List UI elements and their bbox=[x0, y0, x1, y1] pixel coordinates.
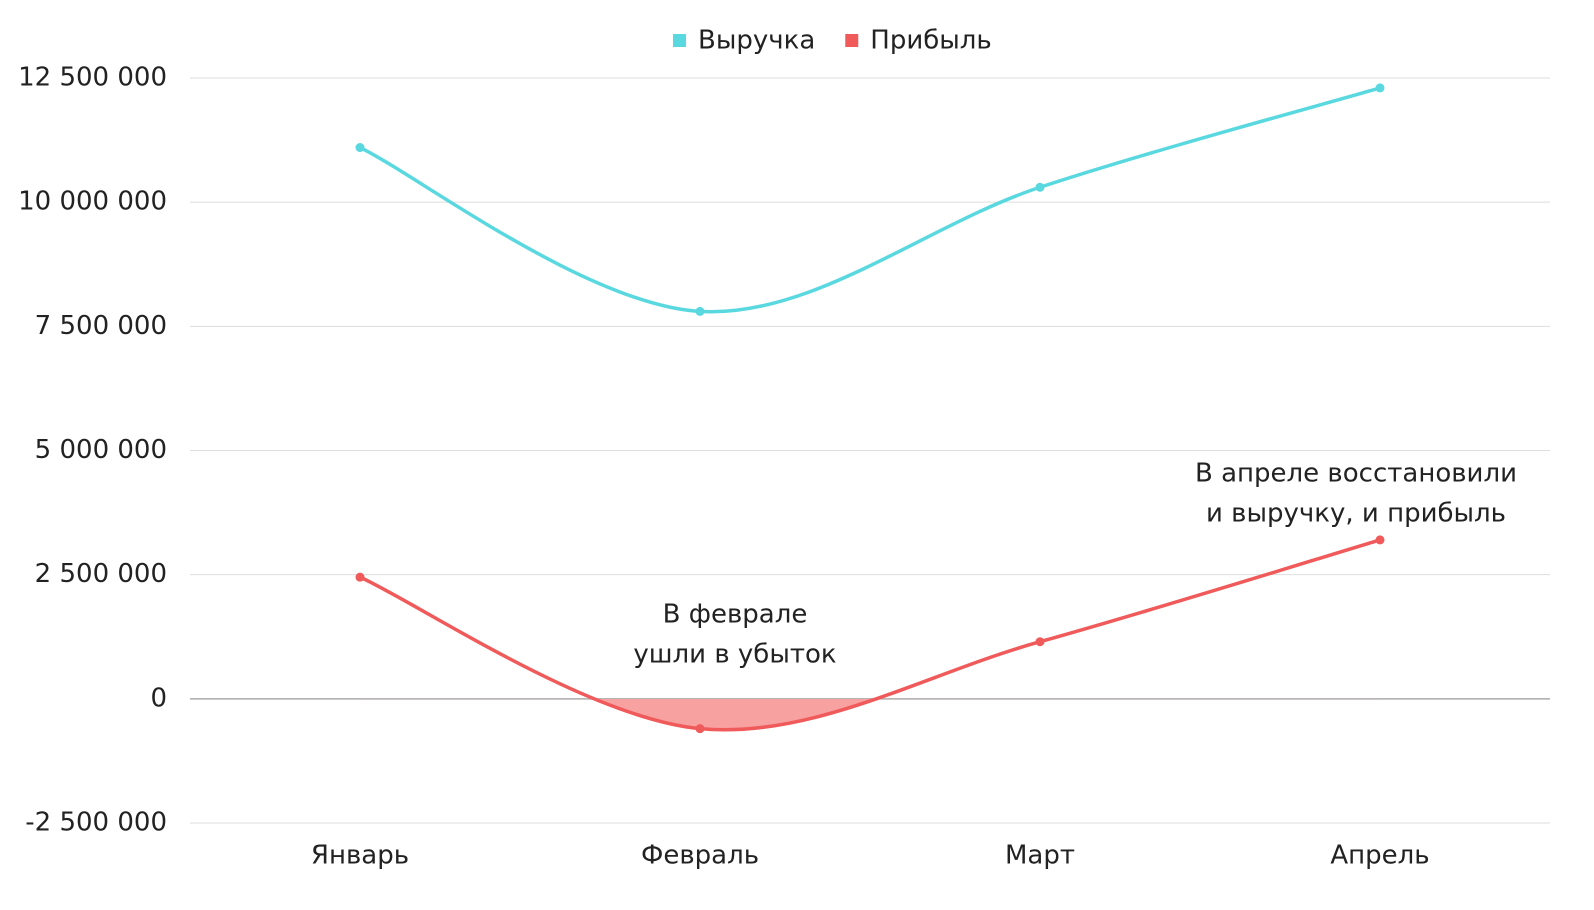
annotation: ушли в убыток bbox=[633, 640, 836, 670]
series-line bbox=[359, 538, 1381, 732]
series-line bbox=[359, 86, 1381, 314]
x-tick-label: Март bbox=[1005, 841, 1075, 871]
point bbox=[355, 143, 365, 153]
y-tick-label: 7 500 000 bbox=[35, 311, 167, 341]
annotation: и выручку, и прибыль bbox=[1206, 499, 1506, 529]
x-tick-label: Февраль bbox=[641, 841, 759, 871]
x-tick-label: Январь bbox=[311, 841, 409, 871]
point bbox=[1375, 535, 1385, 545]
x-tick-label: Апрель bbox=[1330, 841, 1429, 871]
legend-marker bbox=[673, 34, 686, 47]
point bbox=[1375, 83, 1385, 93]
point bbox=[695, 724, 705, 734]
y-tick-label: 10 000 000 bbox=[18, 187, 167, 217]
legend: Выручка Прибыль bbox=[673, 26, 992, 56]
point bbox=[1035, 182, 1045, 192]
y-tick-label: 12 500 000 bbox=[18, 63, 167, 93]
point bbox=[355, 572, 365, 582]
legend-label: Прибыль bbox=[870, 26, 991, 56]
point bbox=[695, 306, 705, 316]
legend-label: Выручка bbox=[698, 26, 815, 56]
y-tick-label: -2 500 000 bbox=[25, 808, 167, 838]
annotation: В апреле восстановили bbox=[1195, 459, 1517, 489]
y-tick-label: 5 000 000 bbox=[35, 435, 167, 465]
annotation: В феврале bbox=[663, 600, 808, 630]
y-tick-label: 2 500 000 bbox=[35, 559, 167, 589]
legend-marker bbox=[845, 34, 859, 47]
y-tick-label: 0 bbox=[150, 683, 167, 713]
point bbox=[1035, 637, 1045, 647]
